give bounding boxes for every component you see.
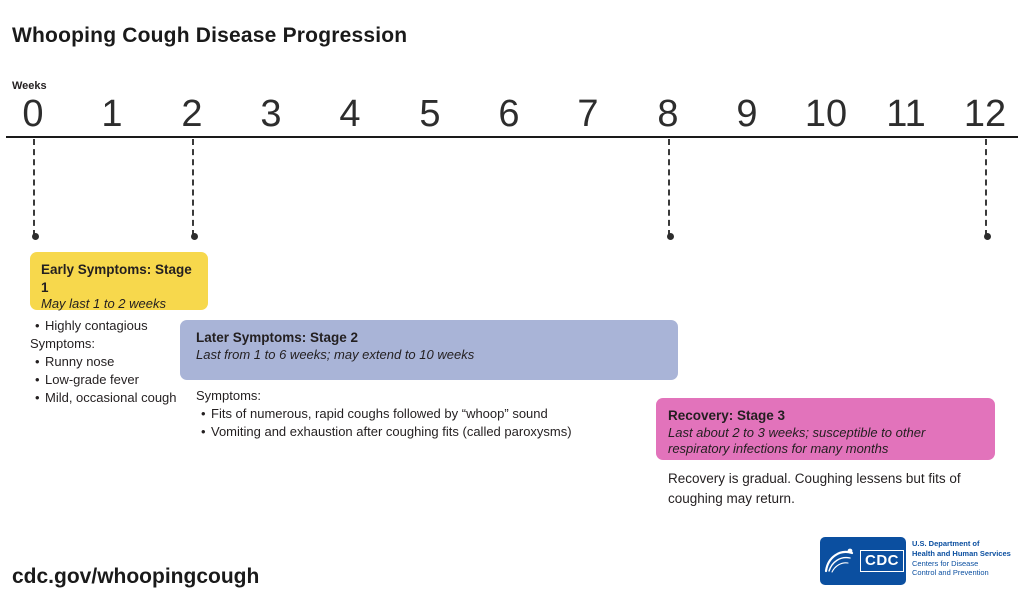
stage3-note: Recovery is gradual. Coughing lessens bu… bbox=[668, 471, 961, 506]
tick-week-9: 9 bbox=[736, 93, 758, 135]
tick-week-8: 8 bbox=[657, 93, 679, 135]
stage1-duration: May last 1 to 2 weeks bbox=[41, 296, 166, 312]
marker-week-12 bbox=[984, 139, 991, 240]
marker-dot bbox=[32, 233, 39, 240]
stage2-details: Symptoms: Fits of numerous, rapid coughs… bbox=[196, 387, 666, 441]
stage2-detail-line: Fits of numerous, rapid coughs followed … bbox=[196, 405, 666, 423]
hhs-dept-line: Health and Human Services bbox=[912, 548, 1011, 558]
marker-dot bbox=[667, 233, 674, 240]
cdc-badge: CDC bbox=[820, 537, 906, 585]
marker-week-0 bbox=[32, 139, 39, 240]
stage2-box: Later Symptoms: Stage 2 Last from 1 to 6… bbox=[180, 320, 678, 380]
stage1-detail-line: Highly contagious bbox=[30, 317, 210, 335]
stage1-symptoms-label: Symptoms: bbox=[30, 335, 96, 351]
marker-week-8 bbox=[667, 139, 674, 240]
tick-week-6: 6 bbox=[498, 93, 520, 135]
stage1-box: Early Symptoms: Stage 1 May last 1 to 2 … bbox=[30, 252, 208, 312]
tick-week-11: 11 bbox=[886, 93, 926, 135]
page-title: Whooping Cough Disease Progression bbox=[12, 24, 408, 47]
cdc-org-line: Control and Prevention bbox=[912, 568, 989, 578]
marker-week-2 bbox=[191, 139, 198, 240]
tick-week-0: 0 bbox=[22, 93, 44, 135]
cdc-logo-text: U.S. Department of Health and Human Serv… bbox=[912, 537, 1011, 578]
stage3-title: Recovery: Stage 3 bbox=[668, 408, 786, 423]
stage1-detail-line: Runny nose bbox=[30, 353, 210, 371]
tick-week-4: 4 bbox=[339, 93, 361, 135]
stage3-box: Recovery: Stage 3 Last about 2 to 3 week… bbox=[656, 398, 995, 460]
tick-week-5: 5 bbox=[419, 93, 441, 135]
stage2-symptoms-label: Symptoms: bbox=[196, 388, 262, 403]
stage2-duration: Last from 1 to 6 weeks; may extend to 10… bbox=[196, 346, 475, 362]
cdc-logo: CDC U.S. Department of Health and Human … bbox=[820, 537, 1011, 585]
stage1-details: Highly contagious Symptoms: Runny nose L… bbox=[30, 317, 210, 407]
tick-week-3: 3 bbox=[260, 93, 282, 135]
stage3-duration: Last about 2 to 3 weeks; susceptible to … bbox=[668, 424, 926, 457]
tick-week-2: 2 bbox=[181, 93, 203, 135]
hhs-eagle-icon bbox=[824, 548, 854, 573]
timeline-axis-line bbox=[6, 136, 1018, 138]
hhs-dept-line: U.S. Department of bbox=[912, 539, 980, 548]
cdc-org-line: Centers for Disease bbox=[912, 558, 979, 568]
tick-week-12: 12 bbox=[963, 93, 1007, 135]
cdc-url-text: cdc.gov/whoopingcough bbox=[12, 565, 260, 588]
stage2-detail-line: Vomiting and exhaustion after coughing f… bbox=[196, 423, 666, 441]
weeks-axis-label: Weeks bbox=[12, 80, 47, 92]
marker-dot bbox=[191, 233, 198, 240]
tick-week-7: 7 bbox=[577, 93, 599, 135]
tick-week-10: 10 bbox=[804, 93, 848, 135]
marker-dot bbox=[984, 233, 991, 240]
tick-week-1: 1 bbox=[101, 93, 123, 135]
stage1-title: Early Symptoms: Stage 1 bbox=[41, 262, 192, 295]
cdc-acronym: CDC bbox=[860, 550, 904, 572]
stage1-detail-line: Mild, occasional cough bbox=[30, 389, 210, 407]
stage2-title: Later Symptoms: Stage 2 bbox=[196, 330, 359, 345]
stage1-detail-line: Low-grade fever bbox=[30, 371, 210, 389]
